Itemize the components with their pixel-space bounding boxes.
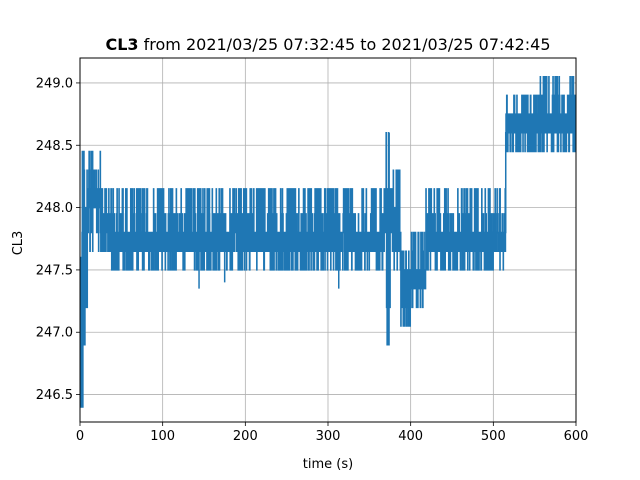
y-tick-label: 249.0 — [36, 76, 73, 91]
y-tick-label: 247.0 — [36, 326, 73, 341]
y-tick-label: 247.5 — [36, 263, 73, 278]
x-axis: 0 100 200 300 400 500 600 — [76, 422, 589, 444]
x-axis-label: time (s) — [303, 457, 353, 472]
chart-title: CL3 from 2021/03/25 07:32:45 to 2021/03/… — [105, 35, 550, 54]
series-line — [80, 75, 576, 408]
x-tick-label: 500 — [481, 429, 506, 444]
y-tick-label: 246.5 — [36, 388, 73, 403]
y-axis-label: CL3 — [11, 231, 26, 256]
x-tick-label: 0 — [76, 429, 84, 444]
y-tick-label: 248.0 — [36, 201, 73, 216]
x-tick-label: 600 — [564, 429, 589, 444]
y-tick-label: 248.5 — [36, 139, 73, 154]
x-tick-label: 400 — [398, 429, 423, 444]
chart-title-rest: from 2021/03/25 07:32:45 to 2021/03/25 0… — [139, 35, 551, 54]
data-series — [80, 75, 576, 408]
x-tick-label: 300 — [316, 429, 341, 444]
chart-title-bold: CL3 — [105, 35, 138, 54]
x-tick-label: 200 — [233, 429, 258, 444]
x-tick-label: 100 — [150, 429, 175, 444]
y-axis: 246.5 247.0 247.5 248.0 248.5 249.0 — [36, 76, 80, 403]
